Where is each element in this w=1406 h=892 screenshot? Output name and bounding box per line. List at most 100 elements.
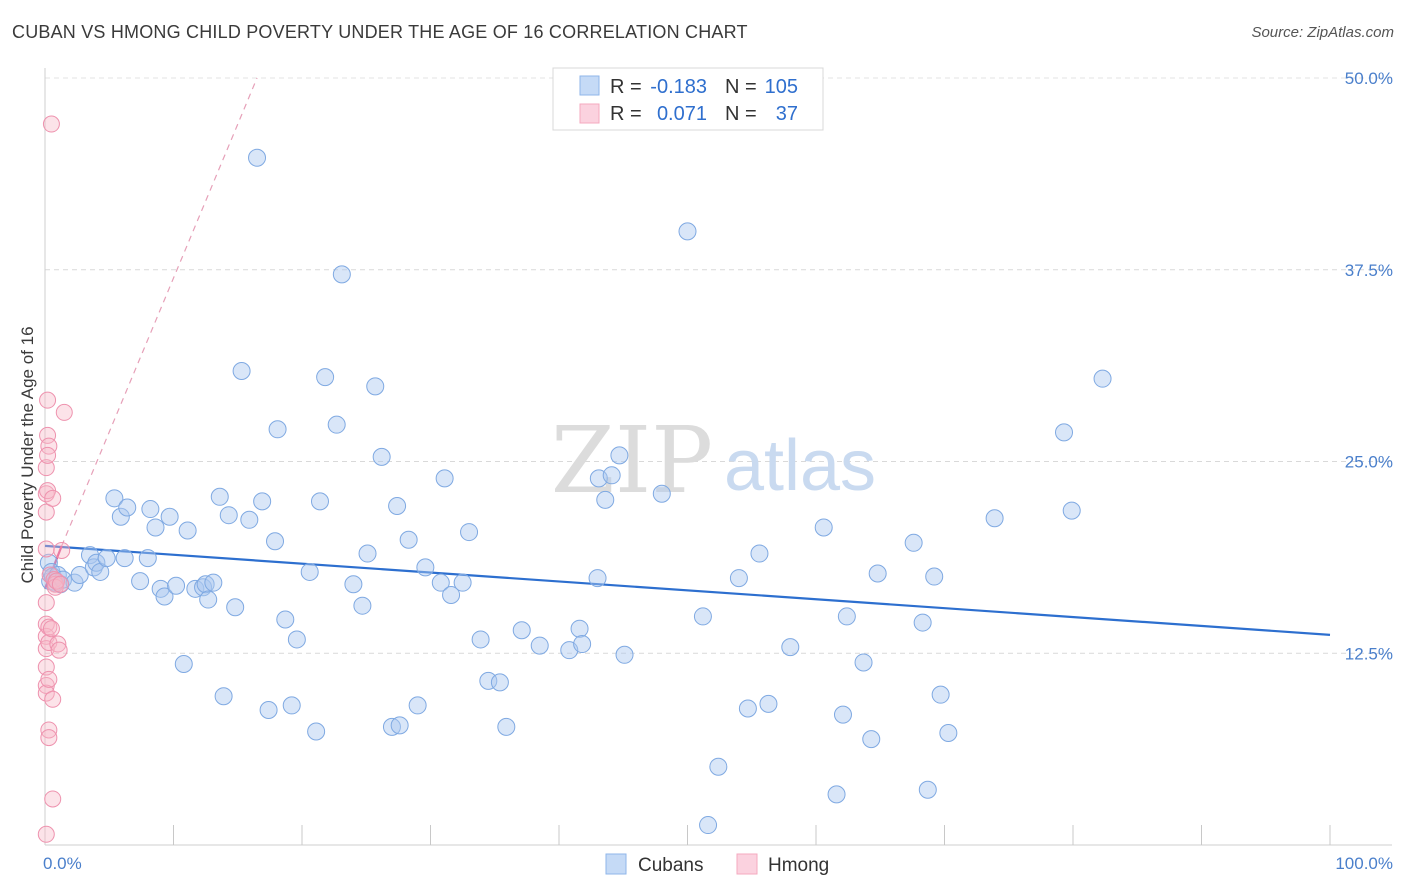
point-cubans bbox=[310, 492, 329, 511]
point-cubans bbox=[1055, 423, 1074, 442]
point-hmong bbox=[40, 670, 58, 688]
point-hmong bbox=[50, 641, 68, 659]
y-tick-label: 25.0% bbox=[1345, 453, 1393, 472]
point-cubans bbox=[738, 699, 757, 718]
legend-n-value-hmong: 37 bbox=[776, 103, 798, 125]
point-cubans bbox=[913, 613, 932, 632]
point-cubans bbox=[372, 447, 391, 466]
point-cubans bbox=[678, 222, 697, 241]
point-cubans bbox=[471, 630, 490, 649]
point-cubans bbox=[138, 549, 157, 568]
point-cubans bbox=[174, 654, 193, 673]
point-cubans bbox=[862, 730, 881, 749]
legend-n-label-cubans: N = bbox=[725, 76, 757, 98]
point-cubans bbox=[570, 619, 589, 638]
legend-r-value-cubans: -0.183 bbox=[650, 76, 707, 98]
y-axis-label: Child Poverty Under the Age of 16 bbox=[18, 326, 37, 583]
legend-bottom-label-cubans: Cubans bbox=[638, 855, 704, 876]
watermark-zip: ZIP bbox=[551, 407, 713, 514]
point-cubans bbox=[1093, 369, 1112, 388]
point-cubans bbox=[435, 469, 454, 488]
point-cubans bbox=[904, 533, 923, 552]
point-cubans bbox=[827, 785, 846, 804]
point-cubans bbox=[382, 717, 401, 736]
point-hmong bbox=[42, 115, 60, 133]
point-cubans bbox=[497, 717, 516, 736]
point-cubans bbox=[105, 489, 124, 508]
legend-bottom-swatch-hmong bbox=[736, 853, 758, 875]
point-hmong bbox=[46, 578, 64, 596]
point-cubans bbox=[146, 518, 165, 537]
point-cubans bbox=[358, 544, 377, 563]
point-hmong bbox=[40, 437, 58, 455]
point-hmong bbox=[39, 446, 57, 464]
point-cubans bbox=[178, 521, 197, 540]
point-hmong bbox=[44, 790, 62, 808]
source-label: Source: ZipAtlas.com bbox=[1251, 24, 1394, 41]
trend-lines bbox=[43, 77, 1331, 636]
legend-n-value-cubans: 105 bbox=[765, 76, 798, 98]
point-cubans bbox=[442, 585, 461, 604]
point-cubans bbox=[248, 148, 267, 167]
point-cubans bbox=[530, 636, 549, 655]
point-cubans bbox=[70, 566, 89, 585]
data-points bbox=[37, 115, 1112, 843]
point-cubans bbox=[693, 607, 712, 626]
trend-line-cubans bbox=[44, 544, 1331, 636]
point-cubans bbox=[868, 564, 887, 583]
point-cubans bbox=[453, 573, 472, 592]
point-hmong bbox=[37, 459, 55, 477]
point-cubans bbox=[84, 558, 103, 577]
point-cubans bbox=[925, 567, 944, 586]
point-cubans bbox=[155, 587, 174, 606]
point-hmong bbox=[37, 684, 55, 702]
point-hmong bbox=[55, 403, 73, 421]
point-hmong bbox=[40, 729, 58, 747]
legend-r-value-hmong: 0.071 bbox=[657, 103, 707, 125]
point-cubans bbox=[300, 562, 319, 581]
point-cubans bbox=[204, 573, 223, 592]
legend-bottom-label-hmong: Hmong bbox=[768, 855, 829, 876]
point-cubans bbox=[399, 530, 418, 549]
point-hmong bbox=[37, 503, 55, 521]
point-cubans bbox=[610, 446, 629, 465]
point-cubans bbox=[115, 549, 134, 568]
legend-bottom: Cubans Hmong bbox=[605, 853, 829, 876]
point-cubans bbox=[814, 518, 833, 537]
point-cubans bbox=[460, 523, 479, 542]
y-tick-label: 50.0% bbox=[1345, 69, 1393, 88]
point-cubans bbox=[985, 509, 1004, 528]
point-cubans bbox=[759, 694, 778, 713]
point-hmong bbox=[39, 426, 57, 444]
y-tick-label: 37.5% bbox=[1345, 261, 1393, 280]
point-cubans bbox=[111, 507, 130, 526]
axes bbox=[44, 68, 1392, 846]
point-hmong bbox=[51, 575, 69, 593]
point-cubans bbox=[287, 630, 306, 649]
point-cubans bbox=[282, 696, 301, 715]
point-cubans bbox=[87, 553, 106, 572]
point-cubans bbox=[408, 696, 427, 715]
point-cubans bbox=[232, 361, 251, 380]
point-cubans bbox=[512, 621, 531, 640]
point-cubans bbox=[186, 579, 205, 598]
point-cubans bbox=[353, 596, 372, 615]
watermark-atlas: atlas bbox=[724, 426, 876, 506]
point-cubans bbox=[118, 498, 137, 517]
point-cubans bbox=[199, 590, 218, 609]
point-cubans bbox=[226, 598, 245, 617]
point-cubans bbox=[588, 569, 607, 588]
point-cubans bbox=[918, 780, 937, 799]
point-cubans bbox=[259, 701, 278, 720]
point-cubans bbox=[167, 576, 186, 595]
point-cubans bbox=[837, 607, 856, 626]
point-cubans bbox=[416, 558, 435, 577]
point-hmong bbox=[53, 541, 71, 559]
y-tick-label: 12.5% bbox=[1345, 644, 1393, 663]
point-cubans bbox=[332, 265, 351, 284]
legend-top: R = -0.183 N = 105 R = 0.071 N = 37 bbox=[552, 67, 824, 131]
point-hmong bbox=[42, 620, 60, 638]
point-cubans bbox=[214, 687, 233, 706]
point-cubans bbox=[210, 487, 229, 506]
point-cubans bbox=[750, 544, 769, 563]
